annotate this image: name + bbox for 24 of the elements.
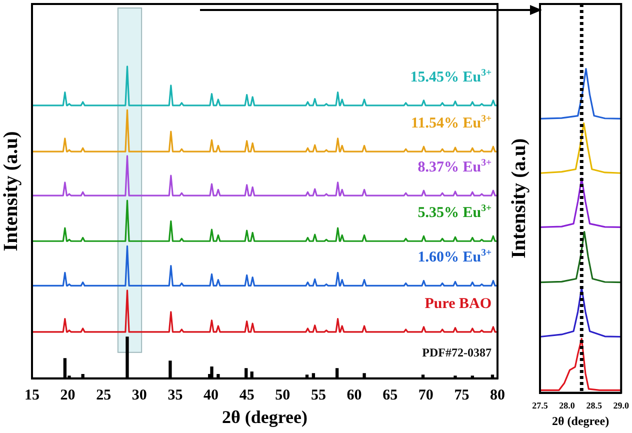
series-label: Pure BAO xyxy=(424,296,492,312)
x-tick-label: 75 xyxy=(454,387,470,404)
x-tick-label: 20 xyxy=(60,387,76,404)
x-tick-label: 50 xyxy=(275,387,290,404)
x-tick-label: 60 xyxy=(346,387,362,404)
x-tick-label: 29.0 xyxy=(613,400,630,411)
x-tick-label: 80 xyxy=(490,387,505,404)
x-tick-label: 70 xyxy=(418,387,434,404)
x-tick-label: 45 xyxy=(239,387,254,404)
x-tick-label: 35 xyxy=(168,387,183,404)
series-label: PDF#72-0387 xyxy=(422,345,492,360)
x-axis-title: 2θ (degree) xyxy=(222,406,308,427)
x-tick-label: 27.5 xyxy=(532,400,548,411)
y-axis-title: Intensity (a.u) xyxy=(0,131,22,252)
x-tick-label: 25 xyxy=(96,387,112,404)
x-tick-label: 65 xyxy=(382,387,398,404)
x-tick-label: 40 xyxy=(204,387,219,404)
x-tick-label: 15 xyxy=(24,387,40,404)
y-axis-title: Intensity (a.u) xyxy=(508,138,530,258)
x-tick-label: 55 xyxy=(310,387,326,404)
x-tick-label: 30 xyxy=(132,387,147,404)
x-tick-label: 28.5 xyxy=(586,400,602,411)
x-axis-title: 2θ (degree) xyxy=(552,414,610,428)
x-tick-label: 28.0 xyxy=(559,400,576,411)
